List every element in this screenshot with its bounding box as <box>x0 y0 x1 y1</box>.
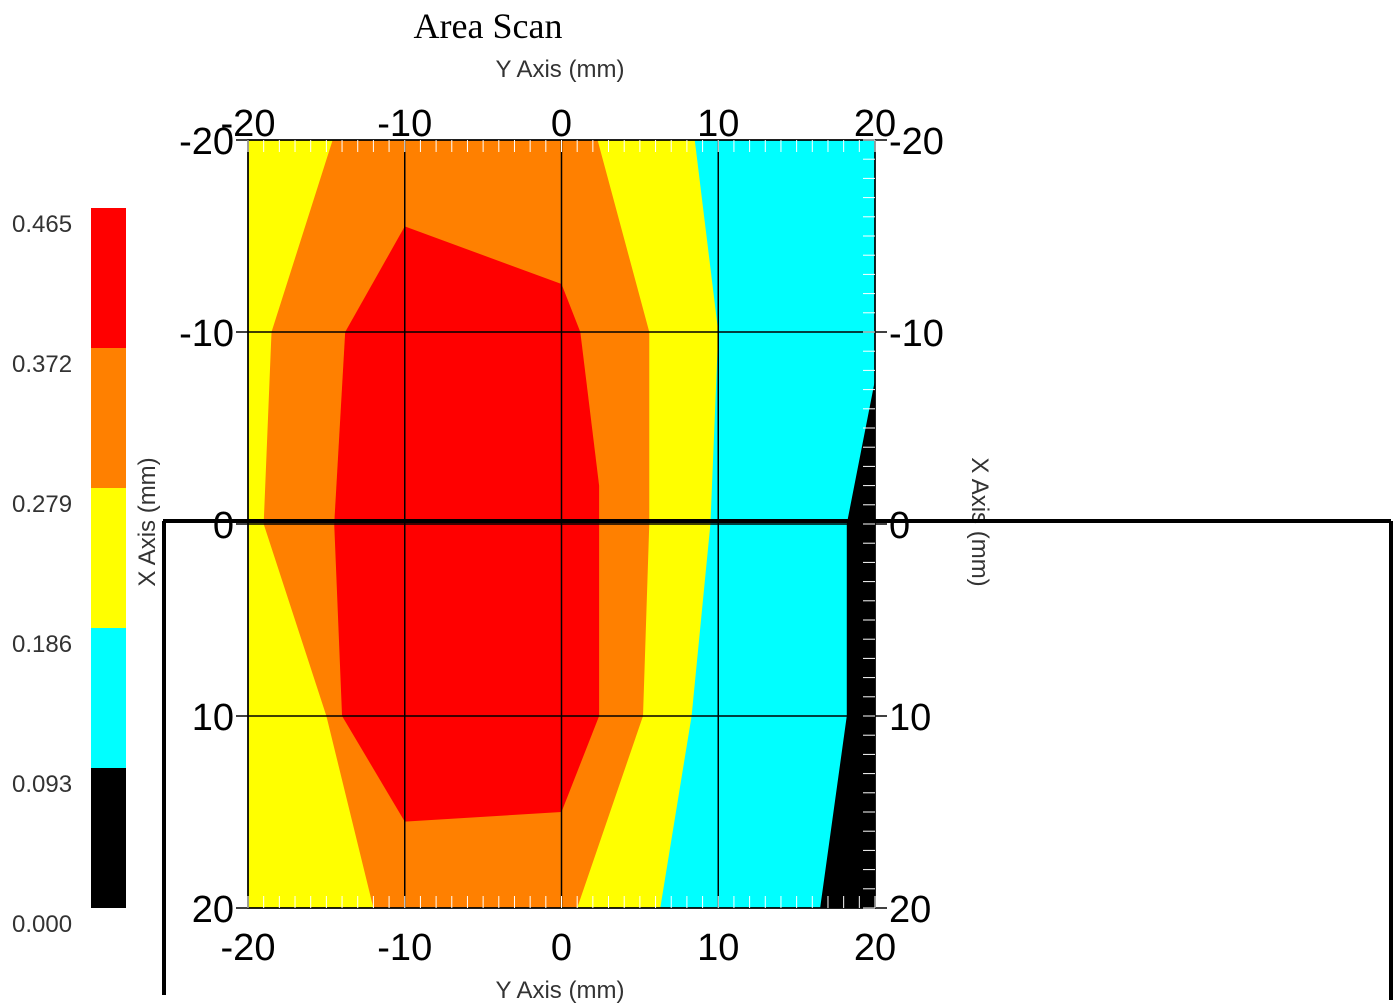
legend-swatch-4 <box>91 768 126 908</box>
x-tick-top-0: -20 <box>221 103 276 145</box>
x-tick-bottom-4: 20 <box>854 927 896 969</box>
legend-swatch-3 <box>91 628 126 768</box>
y-tick-left-3: 10 <box>192 697 234 739</box>
grid-lines <box>236 139 887 909</box>
legend-swatch-2 <box>91 488 126 628</box>
contour-region-4 <box>820 380 875 908</box>
legend-label-2: 0.279 <box>12 491 72 518</box>
left-axis-title: X Axis (mm) <box>134 457 161 586</box>
x-tick-bottom-2: 0 <box>551 927 572 969</box>
x-tick-top-3: 10 <box>697 103 739 145</box>
x-tick-bottom-0: -20 <box>221 927 276 969</box>
x-tick-top-4: 20 <box>854 103 896 145</box>
overlay-frame <box>162 519 1393 1000</box>
top-axis-title: Y Axis (mm) <box>496 56 625 83</box>
y-tick-left-4: 20 <box>192 889 234 931</box>
chart-title: Area Scan <box>414 6 563 46</box>
y-tick-left-1: -10 <box>179 313 234 355</box>
legend-label-3: 0.186 <box>12 631 72 658</box>
y-tick-left-2: 0 <box>213 505 234 547</box>
legend-label-0: 0.465 <box>12 211 72 238</box>
legend-label-4: 0.093 <box>12 771 72 798</box>
legend-label-1: 0.372 <box>12 351 72 378</box>
y-tick-right-1: -10 <box>889 313 944 355</box>
x-tick-bottom-3: 10 <box>697 927 739 969</box>
x-tick-top-2: 0 <box>551 103 572 145</box>
y-tick-right-3: 10 <box>889 697 931 739</box>
y-tick-right-4: 20 <box>889 889 931 931</box>
bottom-axis-title: Y Axis (mm) <box>496 977 625 1004</box>
x-tick-top-1: -10 <box>377 103 432 145</box>
y-tick-right-0: -20 <box>889 121 944 163</box>
y-tick-right-2: 0 <box>889 505 910 547</box>
legend-swatch-1 <box>91 348 126 488</box>
color-legend: 0.465 0.372 0.279 0.186 0.093 0.000 <box>12 208 126 938</box>
x-tick-bottom-1: -10 <box>377 927 432 969</box>
legend-label-5: 0.000 <box>12 911 72 938</box>
legend-swatch-0 <box>91 208 126 348</box>
y-tick-left-0: -20 <box>179 121 234 163</box>
